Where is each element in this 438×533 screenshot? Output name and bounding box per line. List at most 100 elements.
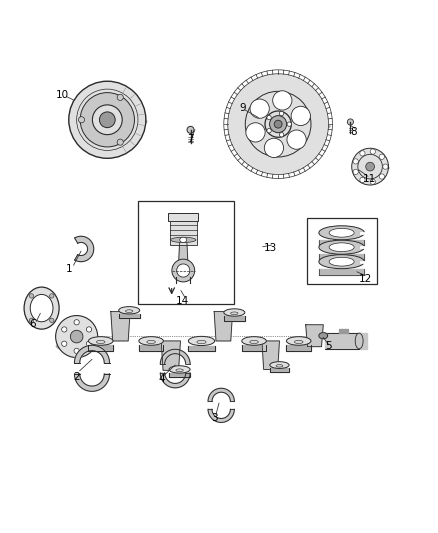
Ellipse shape (276, 365, 283, 367)
Polygon shape (286, 345, 311, 351)
Text: 5: 5 (325, 341, 332, 351)
Bar (170, 221, 197, 245)
Ellipse shape (30, 294, 53, 322)
Bar (138, 201, 234, 304)
Circle shape (177, 264, 190, 277)
Circle shape (56, 316, 98, 358)
Ellipse shape (139, 337, 163, 345)
Polygon shape (88, 345, 113, 351)
Text: 9: 9 (239, 103, 246, 113)
Circle shape (187, 126, 194, 133)
Circle shape (379, 174, 385, 179)
Circle shape (379, 154, 385, 159)
Ellipse shape (353, 164, 390, 172)
Text: 4: 4 (159, 374, 166, 384)
Circle shape (80, 93, 134, 147)
Circle shape (74, 320, 79, 325)
Polygon shape (339, 329, 348, 333)
Circle shape (291, 106, 311, 126)
Circle shape (366, 162, 374, 171)
Text: 13: 13 (264, 243, 277, 253)
Ellipse shape (119, 306, 140, 314)
Circle shape (250, 99, 269, 118)
Text: 8: 8 (350, 127, 357, 136)
Text: 1: 1 (66, 264, 73, 273)
Circle shape (269, 116, 286, 133)
Circle shape (71, 330, 83, 343)
Circle shape (274, 120, 282, 128)
Ellipse shape (355, 333, 363, 349)
Ellipse shape (71, 115, 148, 128)
Text: 2: 2 (73, 372, 80, 382)
Polygon shape (160, 373, 190, 388)
Ellipse shape (176, 369, 183, 372)
Circle shape (49, 318, 54, 322)
Ellipse shape (270, 362, 289, 368)
Polygon shape (169, 373, 190, 377)
Circle shape (383, 164, 388, 169)
Polygon shape (214, 312, 233, 341)
Ellipse shape (329, 243, 354, 252)
Ellipse shape (319, 240, 364, 254)
Bar (168, 213, 198, 221)
Circle shape (92, 105, 122, 135)
Ellipse shape (126, 310, 133, 312)
Polygon shape (325, 333, 367, 349)
Text: 11: 11 (363, 174, 376, 184)
Polygon shape (178, 240, 188, 267)
Ellipse shape (294, 341, 303, 344)
Polygon shape (139, 345, 163, 351)
Circle shape (29, 294, 34, 298)
Polygon shape (188, 345, 215, 351)
Ellipse shape (329, 257, 354, 266)
Circle shape (69, 81, 146, 158)
Circle shape (353, 159, 358, 164)
Ellipse shape (319, 226, 364, 240)
Ellipse shape (56, 341, 98, 352)
Circle shape (49, 294, 54, 298)
Ellipse shape (329, 229, 354, 237)
Circle shape (287, 122, 291, 126)
Polygon shape (224, 316, 245, 320)
Circle shape (29, 318, 34, 322)
Polygon shape (74, 374, 110, 391)
Circle shape (265, 111, 291, 138)
Polygon shape (319, 333, 328, 339)
Polygon shape (74, 236, 94, 262)
Ellipse shape (319, 255, 364, 269)
Circle shape (78, 117, 85, 123)
Circle shape (264, 138, 283, 158)
Circle shape (117, 139, 124, 145)
Circle shape (246, 123, 265, 142)
Circle shape (370, 149, 375, 154)
Circle shape (279, 111, 284, 116)
Circle shape (172, 259, 194, 282)
Text: 3: 3 (211, 413, 218, 423)
Polygon shape (306, 325, 323, 346)
Circle shape (62, 341, 67, 346)
Circle shape (360, 151, 365, 156)
Ellipse shape (242, 337, 266, 345)
Polygon shape (161, 341, 180, 370)
Ellipse shape (224, 309, 245, 316)
Polygon shape (242, 345, 266, 351)
Circle shape (245, 91, 311, 157)
Ellipse shape (88, 337, 113, 345)
Circle shape (352, 148, 389, 185)
Ellipse shape (250, 341, 258, 344)
Circle shape (267, 128, 271, 133)
Circle shape (86, 327, 92, 332)
Circle shape (287, 130, 306, 149)
Ellipse shape (180, 237, 187, 243)
Circle shape (279, 133, 284, 137)
Ellipse shape (147, 341, 155, 344)
Circle shape (347, 119, 353, 125)
Polygon shape (319, 254, 364, 260)
Polygon shape (262, 341, 279, 369)
Ellipse shape (188, 336, 215, 345)
Circle shape (62, 327, 67, 332)
Circle shape (99, 112, 115, 128)
Circle shape (228, 74, 328, 174)
Polygon shape (119, 314, 140, 318)
Circle shape (360, 177, 365, 182)
